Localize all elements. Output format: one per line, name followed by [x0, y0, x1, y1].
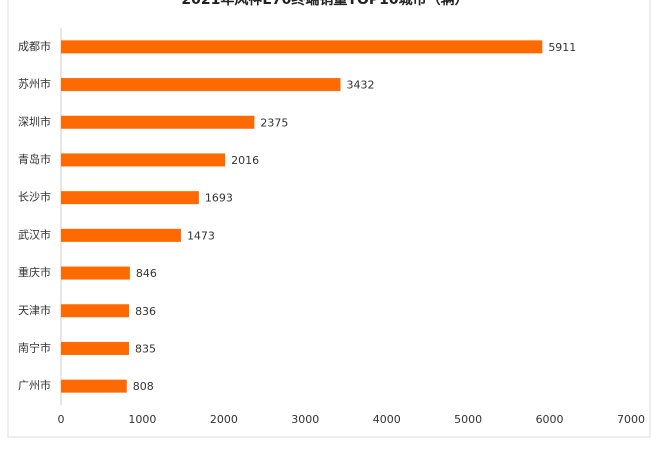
x-tick-label: 5000	[454, 413, 482, 426]
value-label: 1473	[187, 229, 215, 242]
y-tick-label: 青岛市	[18, 152, 51, 166]
bar	[61, 40, 543, 54]
value-label: 835	[135, 342, 156, 355]
bar	[61, 379, 127, 393]
value-label: 808	[133, 380, 154, 393]
x-tick-label: 3000	[291, 413, 319, 426]
y-tick-label: 苏州市	[18, 77, 51, 91]
x-tick-label: 4000	[373, 413, 401, 426]
x-tick-label: 0	[58, 413, 65, 426]
x-tick-label: 1000	[128, 413, 156, 426]
y-tick-label: 成都市	[18, 39, 51, 53]
value-label: 5911	[548, 41, 576, 54]
bar	[61, 304, 130, 318]
y-tick-label: 武汉市	[18, 227, 51, 241]
value-label: 2016	[231, 154, 259, 167]
y-tick-label: 长沙市	[18, 190, 51, 204]
bar	[61, 191, 199, 205]
bar	[61, 228, 181, 242]
value-label: 836	[135, 305, 156, 318]
bar	[61, 341, 129, 355]
y-tick-label: 南宁市	[18, 340, 51, 354]
chart-title: 2021年风神E70终端销量TOP10城市（辆）	[181, 0, 468, 8]
bar	[61, 153, 226, 167]
bar	[61, 78, 341, 92]
bar	[61, 115, 255, 129]
x-tick-label: 6000	[536, 413, 564, 426]
value-label: 3432	[346, 79, 374, 92]
y-tick-label: 天津市	[18, 303, 51, 317]
y-tick-label: 深圳市	[18, 114, 51, 128]
x-tick-label: 2000	[210, 413, 238, 426]
y-tick-label: 重庆市	[18, 265, 51, 279]
value-label: 2375	[260, 116, 288, 129]
value-label: 1693	[205, 192, 233, 205]
bar	[61, 266, 130, 280]
y-tick-label: 广州市	[18, 378, 51, 392]
value-label: 846	[136, 267, 157, 280]
x-tick-label: 7000	[617, 413, 645, 426]
chart-frame	[7, 0, 651, 438]
